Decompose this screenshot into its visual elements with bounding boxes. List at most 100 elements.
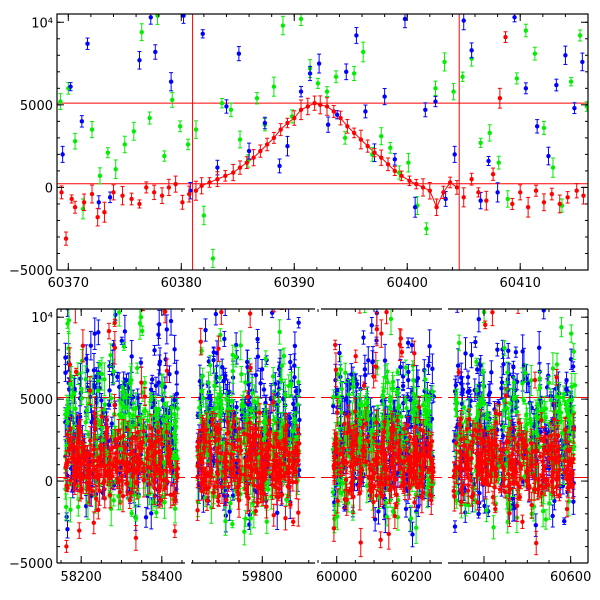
data-point xyxy=(512,15,517,20)
data-point xyxy=(524,376,529,381)
data-point xyxy=(262,120,268,126)
data-point xyxy=(379,134,384,139)
data-point xyxy=(162,153,167,159)
data-point xyxy=(347,381,352,387)
data-point xyxy=(523,28,529,33)
data-point xyxy=(486,158,491,164)
data-point xyxy=(540,234,544,238)
data-point xyxy=(280,23,286,28)
data-point xyxy=(564,377,569,383)
data-point xyxy=(478,198,483,203)
data-point xyxy=(193,127,199,132)
data-point xyxy=(480,280,484,284)
data-point xyxy=(413,241,417,245)
data-point xyxy=(102,209,107,215)
data-point xyxy=(215,176,220,182)
data-point xyxy=(523,86,529,91)
data-point xyxy=(433,99,438,104)
data-point xyxy=(496,160,501,165)
data-point xyxy=(409,343,415,348)
data-point xyxy=(376,509,381,514)
data-point xyxy=(105,150,111,155)
data-point xyxy=(258,148,263,154)
data-point xyxy=(231,170,236,175)
data-point xyxy=(577,33,583,38)
data-point xyxy=(230,493,236,498)
data-point xyxy=(233,342,239,348)
data-point xyxy=(149,511,154,516)
data-point xyxy=(482,503,487,509)
data-point xyxy=(574,188,579,193)
data-point xyxy=(568,357,574,362)
data-point xyxy=(469,176,474,182)
series-green xyxy=(58,14,588,269)
data-point xyxy=(72,138,78,144)
data-point xyxy=(95,214,100,220)
data-point xyxy=(473,339,478,345)
data-point xyxy=(554,82,559,88)
data-point xyxy=(286,302,290,306)
y-tick-label: 5000 xyxy=(20,99,53,114)
data-point xyxy=(385,162,391,167)
data-point xyxy=(173,181,178,187)
data-point xyxy=(91,283,95,287)
data-point xyxy=(218,240,222,244)
data-point xyxy=(185,142,191,147)
data-point xyxy=(167,372,172,377)
data-point xyxy=(208,397,213,402)
data-point xyxy=(495,190,500,195)
data-point xyxy=(226,277,230,281)
data-point xyxy=(107,195,113,200)
data-point xyxy=(533,522,539,528)
data-point xyxy=(475,367,480,372)
data-point xyxy=(570,364,576,369)
data-point xyxy=(81,200,87,205)
data-point xyxy=(534,124,540,129)
data-point xyxy=(465,374,471,380)
data-point xyxy=(424,226,429,231)
data-point xyxy=(427,343,432,349)
data-point xyxy=(285,143,290,149)
data-point xyxy=(495,347,500,352)
data-point xyxy=(333,74,339,79)
data-point xyxy=(58,99,63,104)
data-point xyxy=(550,513,555,519)
top-panel: −5000 0 5000 10⁴ 60370 60380 60390 60400 60410 xyxy=(9,13,589,291)
data-point xyxy=(76,226,80,230)
data-point xyxy=(400,383,406,389)
data-point xyxy=(157,261,161,265)
data-point xyxy=(64,514,69,520)
data-point xyxy=(460,74,465,79)
data-point xyxy=(228,107,234,112)
data-point xyxy=(528,247,532,251)
data-point xyxy=(63,355,68,360)
data-point xyxy=(172,397,177,403)
data-point xyxy=(234,404,239,410)
data-point xyxy=(111,190,116,195)
data-point xyxy=(292,375,297,380)
data-point xyxy=(291,401,296,407)
data-point xyxy=(426,363,431,368)
data-point xyxy=(275,510,280,516)
data-point xyxy=(117,384,122,390)
data-point xyxy=(452,152,457,157)
data-point xyxy=(253,372,259,378)
data-point xyxy=(372,517,378,522)
data-point xyxy=(325,122,331,127)
data-point xyxy=(398,364,403,370)
data-point xyxy=(122,142,127,147)
data-point xyxy=(157,362,162,367)
data-point xyxy=(382,358,388,363)
data-point xyxy=(236,51,242,56)
data-point xyxy=(60,152,65,157)
data-point xyxy=(331,403,336,409)
data-point xyxy=(429,416,435,422)
data-point xyxy=(95,256,99,260)
data-point xyxy=(278,127,283,132)
data-point xyxy=(137,201,142,207)
data-point xyxy=(562,518,567,524)
data-point xyxy=(213,311,219,317)
data-point xyxy=(78,376,83,381)
data-point xyxy=(129,196,134,202)
y-tick-label: 0 xyxy=(45,181,53,196)
